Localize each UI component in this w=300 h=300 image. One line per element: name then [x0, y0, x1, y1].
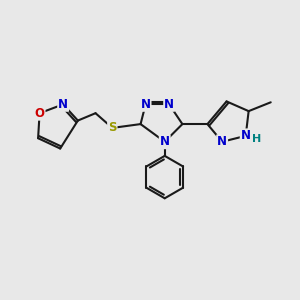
Text: N: N	[217, 135, 227, 148]
Text: S: S	[108, 122, 117, 134]
Text: N: N	[58, 98, 68, 111]
Text: H: H	[252, 134, 262, 144]
Text: N: N	[164, 98, 174, 111]
Text: O: O	[34, 107, 45, 120]
Text: N: N	[160, 135, 170, 148]
Text: N: N	[241, 129, 251, 142]
Text: N: N	[141, 98, 151, 111]
